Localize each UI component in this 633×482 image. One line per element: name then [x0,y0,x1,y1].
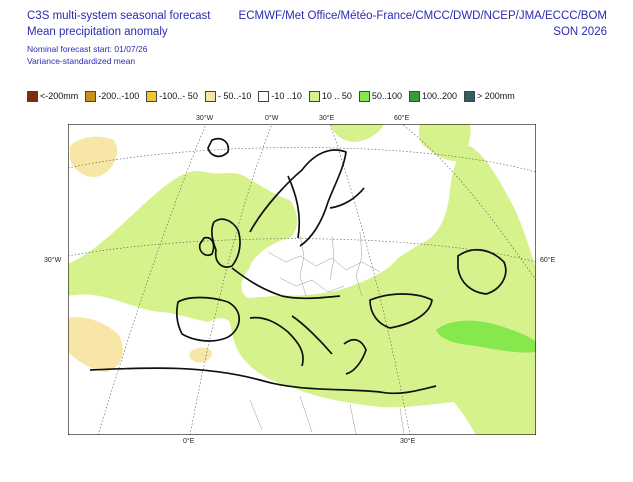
coord-label-top: 30°E [319,114,335,122]
neutral-region [248,227,400,296]
dry-anomaly-region [68,316,123,372]
legend-swatch [27,90,38,102]
nominal-start: Nominal forecast start: 01/07/26 [27,44,148,54]
legend: <-200mm -200..-100 -100..- 50 - 50..-10 … [27,89,522,103]
legend-swatch [308,90,320,102]
coastlines [89,137,507,395]
legend-swatch [408,90,420,102]
coord-label-bottom: 0°E [183,437,195,445]
legend-label: 50..100 [371,91,402,101]
legend-swatch [204,90,216,102]
legend-label: 10 .. 50 [321,91,352,101]
wet-anomaly-region [330,124,384,142]
coord-label-left: 30°W [44,256,62,264]
legend-swatch [358,90,370,102]
season-label: SON 2026 [553,26,607,38]
coord-label-bottom: 30°E [400,437,416,445]
legend-item: 10 .. 50 [308,89,352,103]
coord-label-top: 30°W [196,114,214,122]
legend-item: -10 ..10 [258,89,302,103]
legend-label: <-200mm [40,91,79,101]
legend-label: -100..- 50 [159,91,198,101]
legend-item: -100..- 50 [146,89,198,103]
legend-item: <-200mm [27,89,78,103]
dry-anomaly-region [70,136,118,177]
legend-label: -200..-100 [98,91,140,101]
strong-wet-region [436,320,536,353]
wet-anomaly-region [68,146,536,435]
legend-label: 100..200 [421,91,457,101]
legend-item: - 50..-10 [204,89,252,103]
coord-label-right: 60°E [540,256,556,264]
title-line1: C3S multi-system seasonal forecast [27,10,211,22]
method-label: Variance-standardized mean [27,56,136,66]
coord-label-top: 0°W [265,114,279,122]
legend-item: -200..-100 [85,89,139,103]
legend-item: > 200mm [464,89,515,103]
country-borders [249,231,405,435]
legend-swatch [146,90,158,102]
legend-label: > 200mm [477,91,515,101]
centres-label: ECMWF/Met Office/Météo-France/CMCC/DWD/N… [238,10,607,22]
legend-swatch [464,90,475,102]
wet-anomaly-region [418,124,471,162]
legend-item: 100..200 [408,89,457,103]
legend-label: -10 ..10 [271,91,302,101]
legend-item: 50..100 [358,89,402,103]
title-line2: Mean precipitation anomaly [27,26,168,38]
legend-swatch [258,90,270,102]
coord-label-top: 60°E [394,114,410,122]
legend-swatch [85,90,97,102]
dry-anomaly-region [189,347,212,363]
legend-label: - 50..-10 [217,91,252,101]
